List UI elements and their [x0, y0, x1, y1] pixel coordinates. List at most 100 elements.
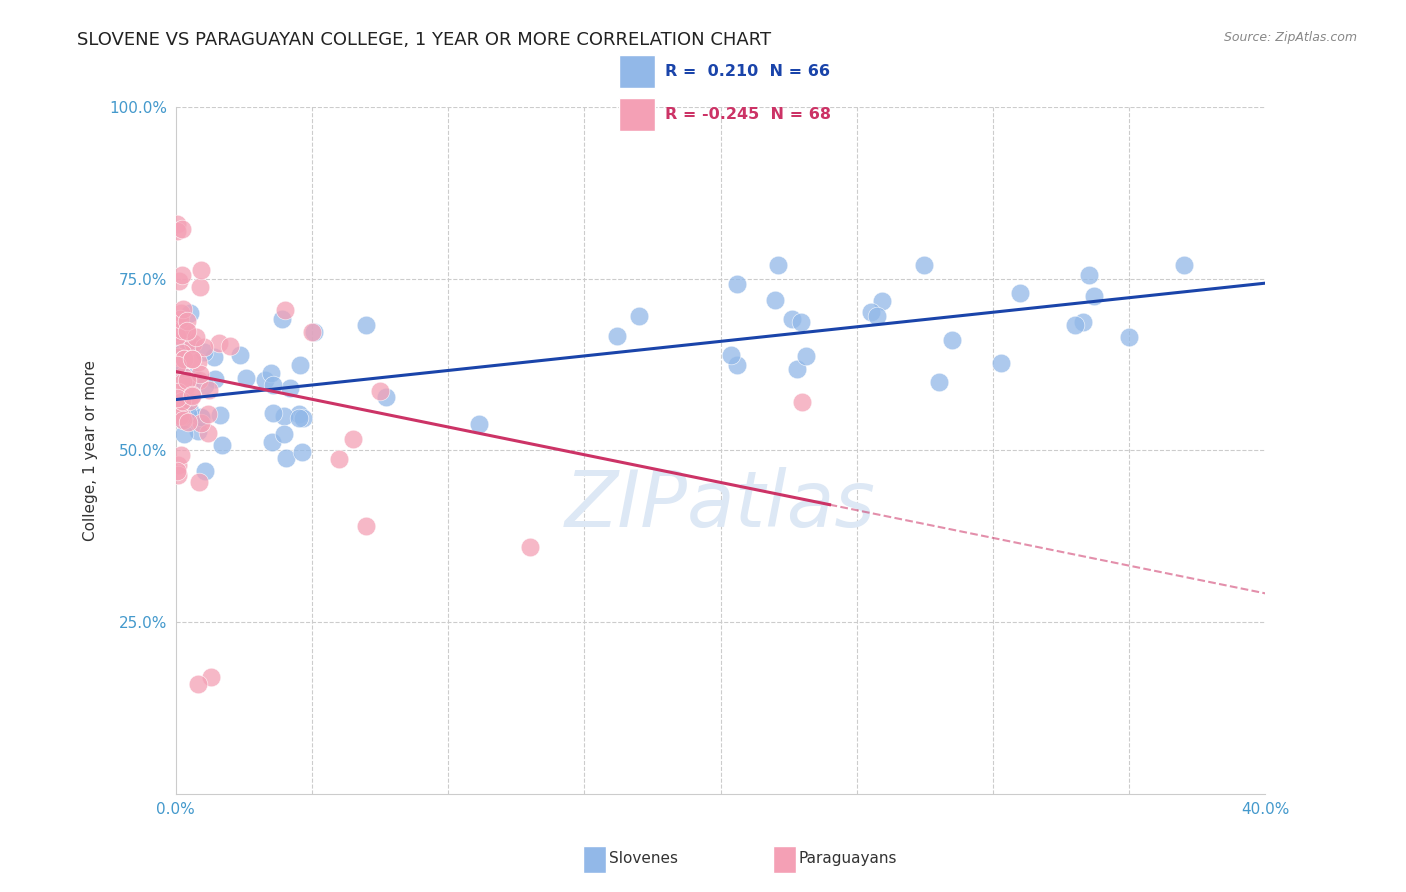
- Point: [167, 338, 190, 352]
- FancyBboxPatch shape: [619, 98, 655, 131]
- Point: [606, 328, 628, 343]
- Point: [356, 519, 378, 533]
- Point: [172, 301, 194, 316]
- Point: [166, 391, 188, 405]
- Point: [166, 316, 188, 330]
- Text: SLOVENE VS PARAGUAYAN COLLEGE, 1 YEAR OR MORE CORRELATION CHART: SLOVENE VS PARAGUAYAN COLLEGE, 1 YEAR OR…: [77, 31, 772, 49]
- Point: [763, 293, 786, 307]
- Point: [179, 404, 201, 418]
- Point: [172, 369, 194, 384]
- Point: [274, 450, 297, 465]
- Point: [188, 367, 211, 381]
- Point: [291, 445, 314, 459]
- Point: [866, 310, 889, 324]
- Point: [169, 274, 191, 288]
- Point: [1078, 268, 1101, 283]
- Point: [170, 409, 193, 424]
- Point: [179, 306, 201, 320]
- Point: [288, 411, 311, 425]
- Point: [188, 372, 211, 386]
- Point: [274, 302, 297, 317]
- Point: [176, 415, 198, 429]
- Point: [180, 352, 202, 367]
- Point: [253, 373, 276, 387]
- Point: [173, 352, 195, 367]
- Point: [519, 540, 541, 554]
- Point: [790, 315, 813, 329]
- Text: ZIPatlas: ZIPatlas: [565, 467, 876, 543]
- Text: Paraguayans: Paraguayans: [799, 852, 897, 866]
- Point: [211, 438, 233, 452]
- Point: [301, 325, 323, 339]
- Point: [172, 413, 194, 427]
- Point: [166, 464, 188, 478]
- Point: [190, 410, 212, 425]
- Point: [170, 306, 193, 320]
- Point: [176, 314, 198, 328]
- Point: [288, 358, 311, 372]
- Point: [219, 339, 242, 353]
- Point: [725, 358, 748, 372]
- Point: [166, 350, 188, 364]
- Point: [1010, 285, 1032, 300]
- Point: [990, 356, 1012, 370]
- FancyBboxPatch shape: [773, 847, 796, 872]
- Point: [766, 258, 789, 272]
- Point: [1071, 315, 1094, 329]
- Point: [273, 427, 295, 442]
- Point: [184, 330, 207, 344]
- Point: [786, 362, 808, 376]
- Point: [172, 375, 194, 389]
- Point: [1118, 330, 1140, 344]
- Point: [208, 408, 231, 422]
- Point: [176, 373, 198, 387]
- Point: [181, 387, 204, 401]
- Point: [794, 349, 817, 363]
- Point: [172, 323, 194, 337]
- Point: [176, 334, 198, 349]
- Point: [912, 258, 935, 272]
- Point: [179, 337, 201, 351]
- FancyBboxPatch shape: [619, 55, 655, 87]
- Point: [1083, 289, 1105, 303]
- Point: [181, 389, 204, 403]
- Point: [180, 351, 202, 366]
- Point: [197, 426, 219, 441]
- Point: [197, 383, 219, 397]
- Point: [792, 395, 814, 409]
- Point: [176, 325, 198, 339]
- Point: [172, 222, 194, 236]
- Point: [468, 417, 491, 432]
- Point: [870, 293, 893, 308]
- Point: [166, 327, 188, 342]
- Point: [187, 677, 209, 691]
- Point: [166, 358, 188, 372]
- Point: [167, 468, 190, 483]
- Point: [288, 407, 311, 421]
- Point: [262, 378, 284, 392]
- Point: [169, 409, 191, 424]
- Point: [1063, 318, 1085, 332]
- Point: [173, 427, 195, 442]
- Point: [173, 351, 195, 366]
- Point: [328, 452, 350, 467]
- FancyBboxPatch shape: [583, 847, 606, 872]
- Text: Slovenes: Slovenes: [609, 852, 678, 866]
- Point: [278, 381, 301, 395]
- Point: [166, 329, 188, 343]
- Point: [166, 224, 188, 238]
- Point: [190, 280, 212, 294]
- Text: R = -0.245  N = 68: R = -0.245 N = 68: [665, 107, 831, 122]
- Point: [725, 277, 748, 291]
- Point: [172, 345, 194, 359]
- Point: [260, 434, 283, 449]
- Text: Source: ZipAtlas.com: Source: ZipAtlas.com: [1223, 31, 1357, 45]
- Point: [183, 369, 205, 384]
- Point: [169, 395, 191, 409]
- Point: [170, 393, 193, 408]
- Point: [190, 262, 212, 277]
- Point: [170, 412, 193, 426]
- Point: [860, 305, 883, 319]
- Point: [187, 424, 209, 438]
- Point: [302, 325, 325, 339]
